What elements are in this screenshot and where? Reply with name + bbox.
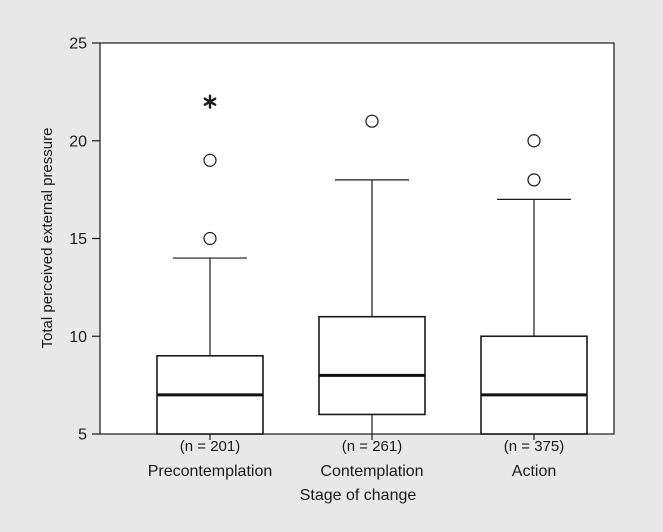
x-axis-labels: (n = 201) Precontemplation (n = 261) Contem… — [148, 434, 564, 480]
outlier-point — [527, 173, 541, 187]
y-tick-label: 15 — [69, 231, 87, 248]
n-label: (n = 375) — [504, 438, 564, 455]
category-label: Contemplation — [320, 463, 423, 480]
outlier-point — [203, 153, 217, 167]
box-group-contemplation — [318, 114, 426, 434]
outlier-point — [365, 114, 379, 128]
category-label: Action — [512, 463, 556, 480]
y-tick-label: 25 — [69, 36, 87, 53]
iqr-box — [318, 315, 426, 416]
y-tick-label: 10 — [69, 329, 87, 346]
n-label: (n = 201) — [180, 438, 240, 455]
extreme-point — [203, 94, 217, 109]
outlier-point — [527, 134, 541, 148]
n-label: (n = 261) — [342, 438, 402, 455]
y-tick-label: 20 — [69, 133, 87, 150]
iqr-box — [480, 335, 588, 435]
y-axis: 5 10 15 20 25 — [69, 36, 100, 444]
x-axis-title: Stage of change — [300, 487, 417, 504]
box-group-precontemplation — [156, 94, 264, 435]
outlier-point — [203, 231, 217, 246]
box-group-action — [480, 134, 588, 435]
y-axis-title: Total perceived external pressure — [39, 128, 56, 349]
y-tick-label: 5 — [78, 427, 87, 444]
extreme-point-stroke — [203, 97, 217, 106]
category-label: Precontemplation — [148, 463, 273, 480]
boxes-layer — [156, 94, 588, 435]
